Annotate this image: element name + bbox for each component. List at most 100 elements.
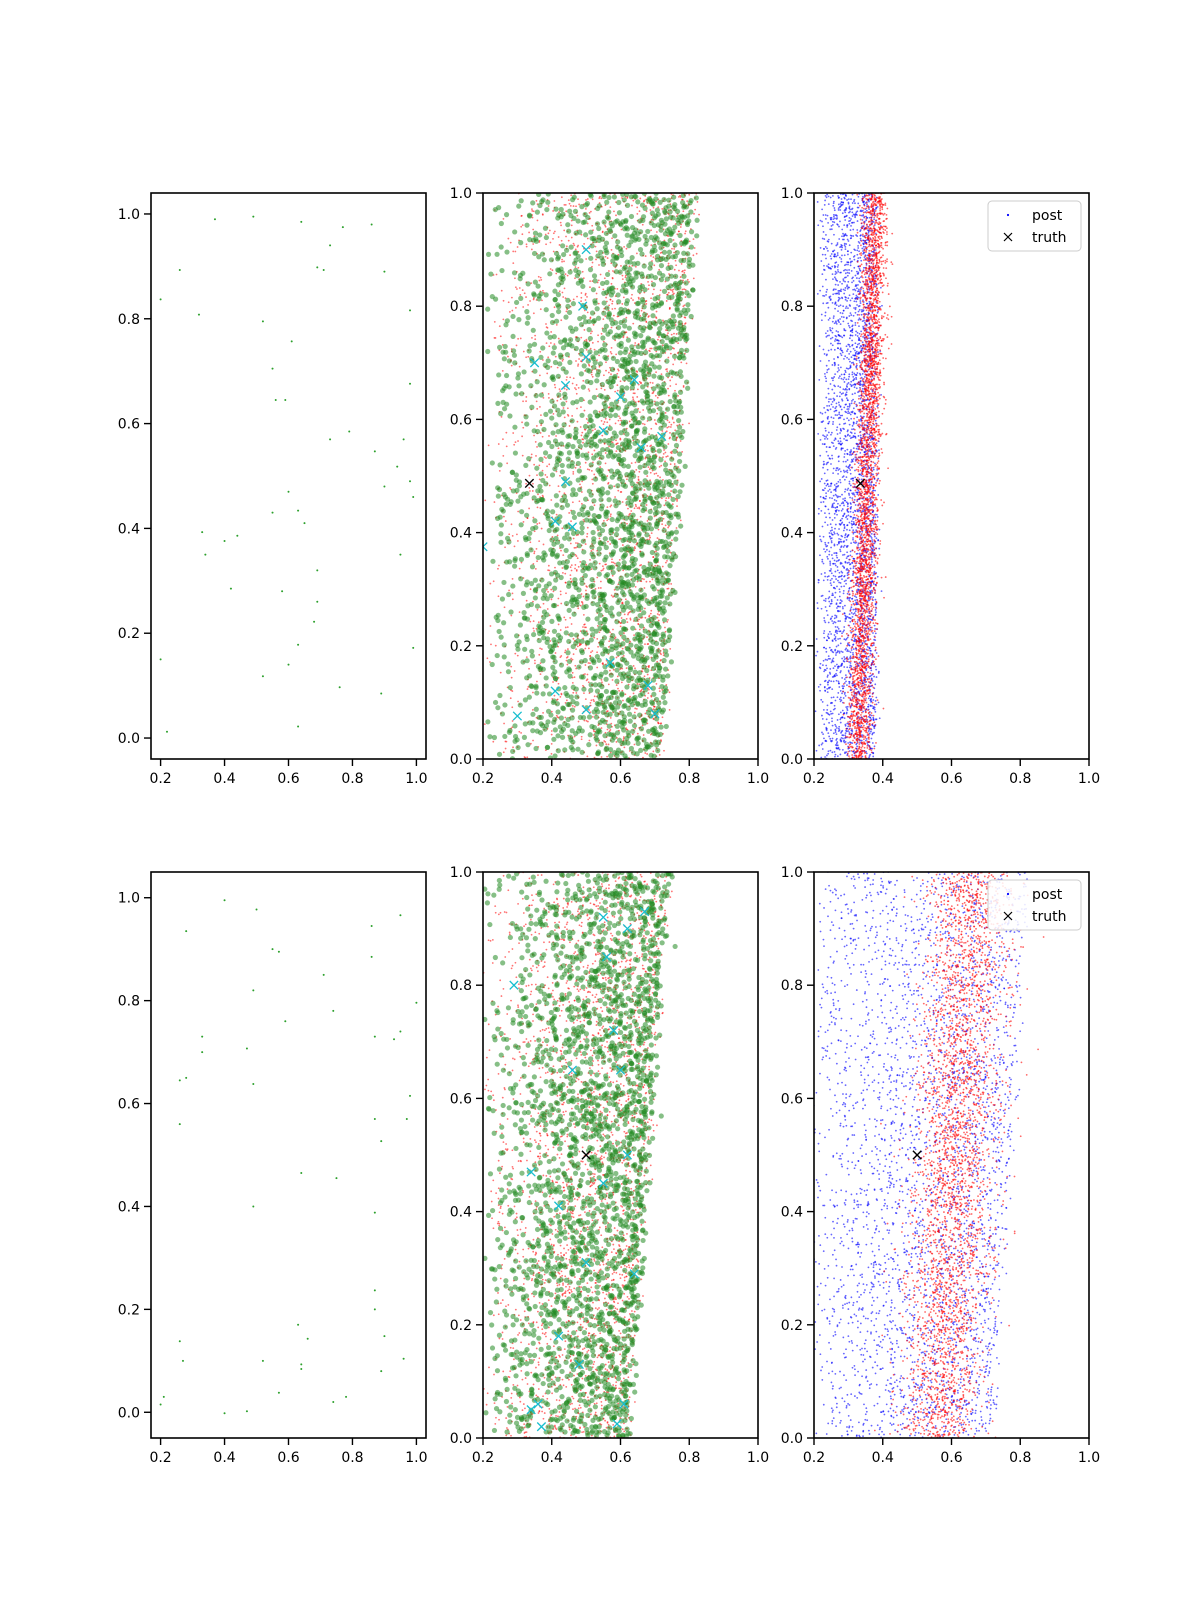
posterior-green-point bbox=[592, 672, 599, 679]
posterior-green-point bbox=[659, 400, 665, 406]
posterior-red-dot bbox=[580, 502, 583, 505]
posterior-red-dot bbox=[536, 506, 539, 509]
posterior-red-dot bbox=[635, 505, 637, 508]
posterior-red-dot bbox=[615, 684, 618, 686]
posterior-green-point bbox=[615, 405, 621, 411]
posterior-green-point bbox=[640, 415, 646, 421]
posterior-green-point bbox=[589, 544, 595, 550]
posterior-green-point bbox=[611, 430, 617, 436]
posterior-red-dot bbox=[698, 213, 700, 216]
posterior-green-point bbox=[532, 279, 538, 285]
posterior-green-point bbox=[570, 747, 576, 753]
posterior-red-dot bbox=[492, 580, 495, 583]
posterior-green-point bbox=[651, 620, 657, 626]
posterior-green-point bbox=[627, 537, 633, 543]
posterior-green-point bbox=[505, 669, 512, 675]
posterior-red-dot bbox=[670, 423, 673, 426]
posterior-red-dot bbox=[611, 237, 613, 240]
posterior-green-point bbox=[640, 524, 646, 530]
posterior-green-point bbox=[631, 594, 638, 601]
posterior-green-point bbox=[660, 677, 666, 683]
posterior-green-point bbox=[627, 259, 633, 265]
posterior-green-point bbox=[575, 746, 581, 752]
posterior-green-point bbox=[604, 199, 610, 205]
posterior-green-point bbox=[564, 342, 570, 348]
posterior-red-dot bbox=[568, 202, 571, 205]
posterior-green-point bbox=[637, 486, 643, 492]
posterior-green-point bbox=[540, 627, 546, 633]
posterior-green-point bbox=[550, 654, 556, 660]
posterior-green-point bbox=[534, 690, 540, 696]
posterior-green-point bbox=[645, 453, 651, 460]
posterior-red-dot bbox=[540, 648, 543, 650]
posterior-red-dot bbox=[580, 491, 583, 493]
posterior-red-dot bbox=[502, 217, 505, 220]
sample-x-marker bbox=[483, 542, 488, 552]
posterior-red-dot bbox=[540, 414, 542, 417]
posterior-green-point bbox=[501, 406, 508, 412]
posterior-green-point bbox=[592, 560, 598, 566]
posterior-green-point bbox=[664, 358, 670, 364]
posterior-green-point bbox=[661, 249, 668, 255]
posterior-green-point bbox=[512, 738, 518, 744]
posterior-red-dot bbox=[580, 336, 583, 339]
posterior-green-point bbox=[667, 563, 673, 569]
posterior-green-point bbox=[611, 750, 618, 756]
posterior-green-point bbox=[677, 350, 684, 357]
posterior-red-dot bbox=[619, 625, 622, 628]
posterior-red-dot bbox=[587, 662, 590, 664]
posterior-red-dot bbox=[642, 734, 645, 736]
posterior-red-dot bbox=[578, 644, 581, 646]
posterior-green-point bbox=[631, 261, 637, 267]
posterior-red-dot bbox=[546, 465, 548, 468]
posterior-red-dot bbox=[518, 730, 521, 733]
posterior-green-point bbox=[594, 306, 600, 312]
posterior-green-point bbox=[649, 201, 656, 207]
posterior-green-point bbox=[570, 301, 577, 307]
posterior-red-dot bbox=[621, 647, 624, 650]
posterior-green-point bbox=[644, 532, 650, 538]
posterior-green-point bbox=[651, 500, 657, 506]
posterior-green-point bbox=[549, 443, 555, 450]
posterior-green-point bbox=[642, 702, 648, 708]
posterior-green-point bbox=[497, 514, 503, 520]
posterior-green-point bbox=[587, 413, 593, 419]
posterior-red-dot bbox=[625, 247, 628, 250]
posterior-red-dot bbox=[565, 592, 567, 595]
posterior-green-point bbox=[566, 580, 572, 586]
posterior-red-dot bbox=[582, 626, 584, 628]
posterior-red-dot bbox=[666, 621, 669, 623]
posterior-red-dot bbox=[558, 388, 561, 391]
posterior-red-dot bbox=[614, 390, 617, 393]
posterior-green-point bbox=[576, 543, 582, 549]
posterior-red-dot bbox=[565, 235, 567, 238]
posterior-green-point bbox=[498, 220, 504, 227]
posterior-red-dot bbox=[615, 442, 618, 445]
posterior-red-dot bbox=[572, 471, 575, 473]
posterior-red-dot bbox=[609, 515, 612, 518]
posterior-green-point bbox=[652, 248, 658, 254]
posterior-green-point bbox=[642, 496, 648, 503]
posterior-red-dot bbox=[553, 343, 556, 346]
posterior-red-dot bbox=[569, 566, 572, 569]
data-point bbox=[396, 465, 399, 468]
posterior-red-dot bbox=[633, 743, 636, 746]
posterior-red-dot bbox=[607, 482, 609, 485]
data-point bbox=[341, 226, 344, 229]
posterior-green-point bbox=[584, 639, 590, 646]
posterior-red-dot bbox=[667, 394, 670, 397]
posterior-red-dot bbox=[655, 472, 658, 475]
posterior-red-dot bbox=[648, 315, 650, 317]
posterior-green-point bbox=[657, 665, 663, 671]
posterior-red-dot bbox=[536, 474, 538, 477]
posterior-red-dot bbox=[571, 671, 574, 674]
posterior-green-point bbox=[602, 719, 608, 725]
posterior-green-point bbox=[602, 646, 608, 652]
posterior-red-dot bbox=[692, 238, 695, 241]
posterior-green-point bbox=[521, 610, 527, 616]
posterior-red-dot bbox=[562, 407, 565, 409]
posterior-red-dot bbox=[570, 564, 573, 566]
posterior-green-point bbox=[608, 610, 614, 616]
posterior-green-point bbox=[489, 661, 495, 668]
posterior-red-dot bbox=[625, 316, 628, 319]
